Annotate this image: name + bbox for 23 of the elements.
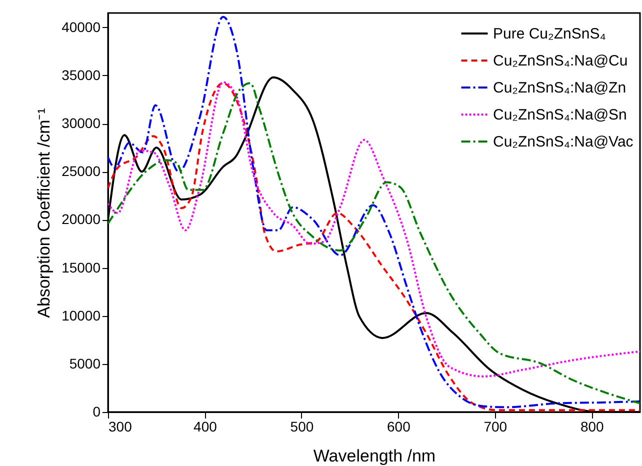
y-tick-label: 0 bbox=[92, 404, 101, 420]
y-tick-label: 40000 bbox=[62, 18, 101, 35]
y-tick-label: 10000 bbox=[62, 307, 101, 324]
legend-label: Cu₂ZnSnS₄:Na@Cu bbox=[493, 52, 628, 70]
y-tick-label: 20000 bbox=[62, 211, 101, 228]
x-tick-label: 700 bbox=[484, 418, 508, 434]
x-tick-label: 500 bbox=[290, 418, 314, 434]
y-tick-label: 15000 bbox=[62, 259, 101, 276]
y-tick-label: 25000 bbox=[62, 163, 101, 180]
legend-label: Pure Cu₂ZnSnS₄ bbox=[493, 26, 606, 42]
legend-label: Cu₂ZnSnS₄:Na@Sn bbox=[493, 106, 627, 124]
y-tick-label: 30000 bbox=[62, 115, 101, 132]
x-axis-title: Wavelength /nm bbox=[313, 446, 436, 466]
line-series bbox=[108, 16, 640, 408]
legend-label: Cu₂ZnSnS₄:Na@Vac bbox=[493, 134, 634, 150]
x-tick-label: 800 bbox=[580, 418, 604, 434]
y-axis-title: Absorption Coefficient /cm⁻¹ bbox=[34, 108, 54, 318]
legend-label: Cu₂ZnSnS₄:Na@Zn bbox=[493, 80, 626, 96]
x-tick-label: 400 bbox=[194, 418, 218, 434]
y-tick-label: 35000 bbox=[62, 66, 101, 83]
x-tick-label: 300 bbox=[108, 418, 132, 434]
x-tick-label: 600 bbox=[387, 418, 411, 434]
y-tick-label: 5000 bbox=[69, 355, 101, 372]
